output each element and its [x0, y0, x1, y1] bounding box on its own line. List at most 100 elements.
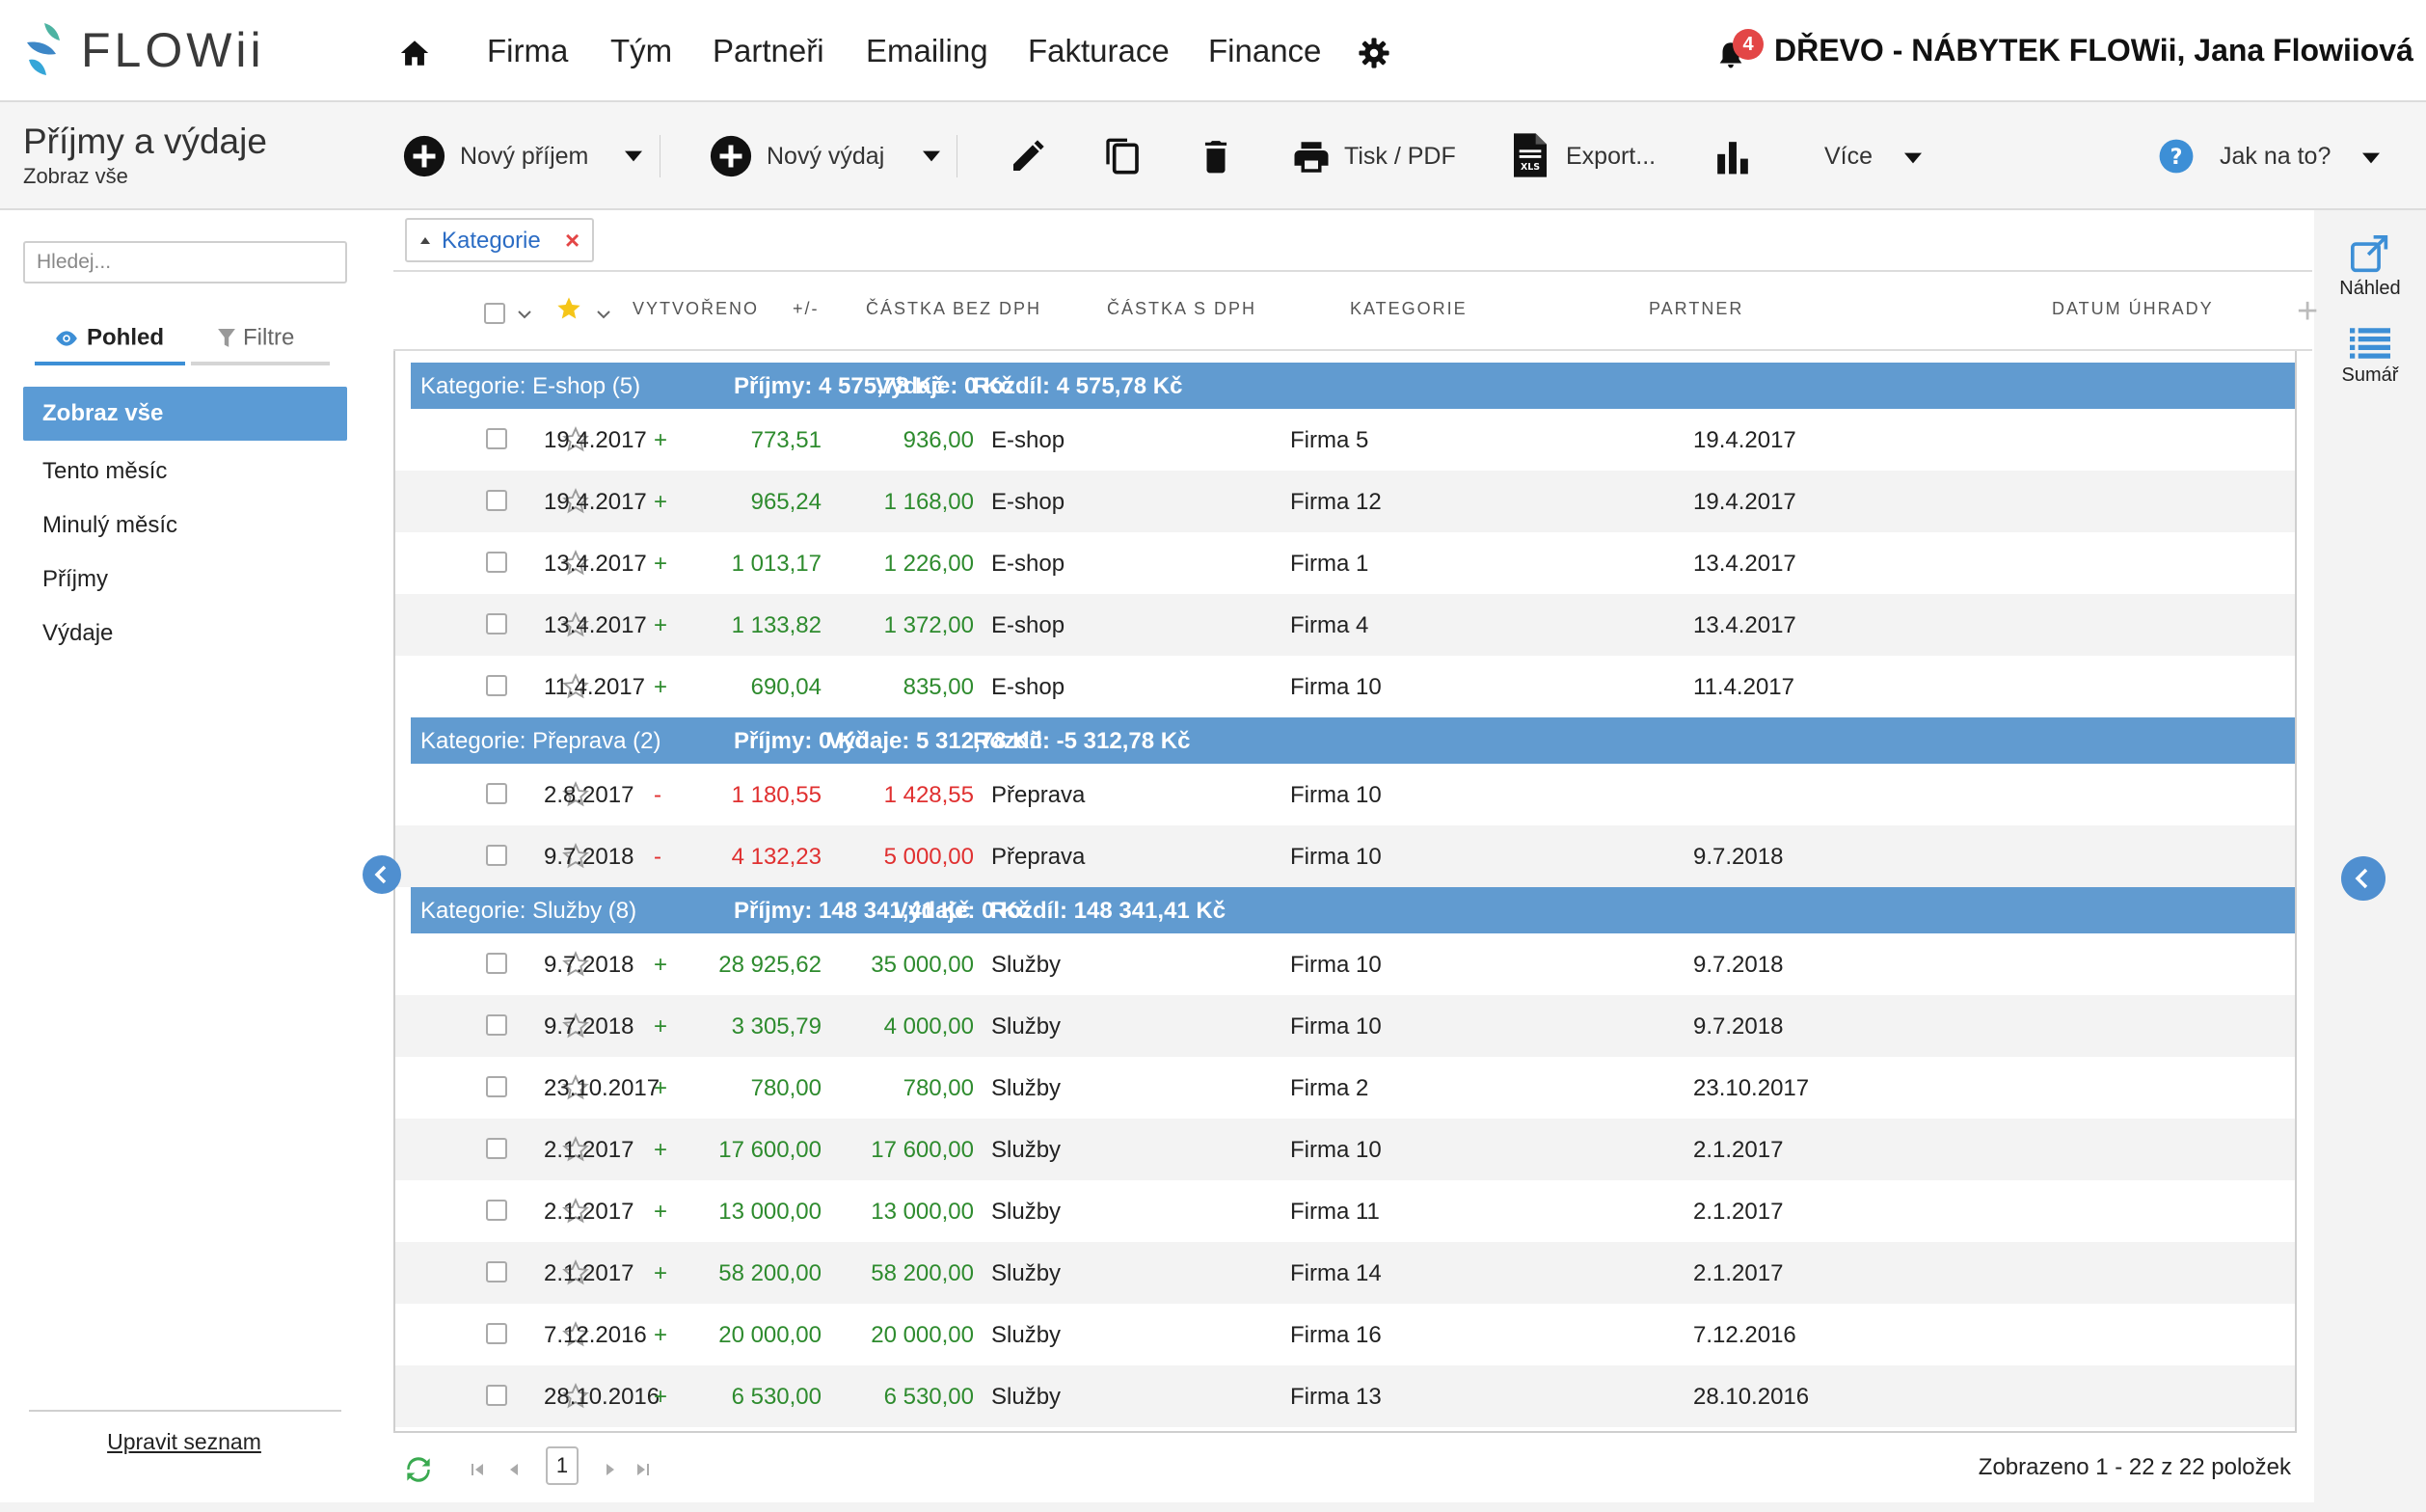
column-net-amount[interactable]: ČÁSTKA BEZ DPH	[866, 299, 1042, 318]
trash-icon[interactable]	[1198, 135, 1234, 177]
printer-icon[interactable]	[1290, 137, 1333, 177]
row-checkbox[interactable]	[486, 613, 507, 634]
nav-partneri[interactable]: Partneři	[713, 33, 824, 68]
summary-button[interactable]: Sumář	[2314, 326, 2426, 387]
row-checkbox[interactable]	[486, 783, 507, 804]
help-button[interactable]: Jak na to?	[2220, 143, 2332, 170]
table-row[interactable]: 11.4.2017 +690,04 835,00 E-shop Firma 10 11.4…	[395, 656, 2295, 717]
row-checkbox[interactable]	[486, 490, 507, 511]
column-sign[interactable]: +/-	[793, 299, 820, 318]
chevron-down-icon[interactable]	[517, 310, 532, 319]
sidebar-item-vydaje[interactable]: Výdaje	[42, 620, 114, 646]
table-row[interactable]: 13.4.2017 +1 013,17 1 226,00 E-shop Firma 1 1…	[395, 532, 2295, 594]
column-category[interactable]: KATEGORIE	[1350, 299, 1468, 318]
tab-view[interactable]: Pohled	[54, 324, 164, 363]
star-icon[interactable]	[562, 611, 589, 638]
row-checkbox[interactable]	[486, 552, 507, 573]
logo[interactable]: FLOWii	[23, 15, 265, 85]
gear-icon[interactable]	[1358, 37, 1390, 69]
table-row[interactable]: 7.12.2016 +20 000,00 20 000,00 Služby Firma …	[395, 1304, 2295, 1365]
group-header[interactable]: Kategorie: Přeprava (2) Příjmy: 0 Kč Výdaj…	[411, 717, 2295, 764]
new-income-button[interactable]: Nový příjem	[460, 143, 589, 170]
star-icon[interactable]	[562, 673, 589, 700]
nav-finance[interactable]: Finance	[1208, 33, 1322, 68]
more-dropdown-icon[interactable]	[1904, 152, 1922, 164]
star-icon[interactable]	[562, 550, 589, 577]
copy-icon[interactable]	[1103, 135, 1142, 177]
bar-chart-icon[interactable]	[1714, 139, 1751, 176]
table-row[interactable]: 9.7.2018 +3 305,79 4 000,00 Služby Firma 10 9…	[395, 995, 2295, 1057]
star-icon[interactable]	[562, 1198, 589, 1225]
sidebar-item-minuly-mesic[interactable]: Minulý měsíc	[42, 512, 178, 538]
column-created[interactable]: VYTVOŘENO	[633, 299, 760, 318]
new-expense-dropdown-icon[interactable]	[923, 150, 940, 162]
row-checkbox[interactable]	[486, 845, 507, 866]
row-checkbox[interactable]	[486, 953, 507, 974]
row-checkbox[interactable]	[486, 1138, 507, 1159]
export-button[interactable]: Export...	[1566, 143, 1657, 170]
notification-badge[interactable]: 4	[1733, 29, 1764, 60]
table-row[interactable]: 23.10.2017 +780,00 780,00 Služby Firma 2 23.1…	[395, 1057, 2295, 1119]
table-row[interactable]: 19.4.2017 +965,24 1 168,00 E-shop Firma 12 19…	[395, 471, 2295, 532]
star-icon[interactable]	[562, 1259, 589, 1286]
row-checkbox[interactable]	[486, 1261, 507, 1282]
remove-grouping-icon[interactable]: ×	[565, 226, 580, 255]
table-row[interactable]: 2.1.2017 +17 600,00 17 600,00 Služby Firma 1…	[395, 1119, 2295, 1180]
nav-tym[interactable]: Tým	[610, 33, 673, 68]
sidebar-item-tento-mesic[interactable]: Tento měsíc	[42, 458, 168, 484]
star-icon[interactable]	[562, 951, 589, 978]
search-input[interactable]	[23, 241, 347, 284]
star-icon[interactable]	[562, 426, 589, 453]
next-page-icon[interactable]	[604, 1462, 617, 1477]
table-row[interactable]: 2.1.2017 +13 000,00 13 000,00 Služby Firma 1…	[395, 1180, 2295, 1242]
table-row[interactable]: 9.7.2018 +28 925,62 35 000,00 Služby Firma 1…	[395, 933, 2295, 995]
pencil-icon[interactable]	[1009, 137, 1047, 176]
star-icon[interactable]	[562, 1074, 589, 1101]
edit-list-link[interactable]: Upravit seznam	[107, 1429, 261, 1454]
home-icon[interactable]	[398, 37, 431, 69]
new-income-dropdown-icon[interactable]	[625, 150, 642, 162]
column-payment-date[interactable]: DATUM ÚHRADY	[2052, 299, 2214, 318]
table-row[interactable]: 13.4.2017 +1 133,82 1 372,00 E-shop Firma 4 1…	[395, 594, 2295, 656]
column-partner[interactable]: PARTNER	[1649, 299, 1744, 318]
more-button[interactable]: Více	[1824, 143, 1873, 170]
star-icon[interactable]	[562, 1012, 589, 1040]
current-page[interactable]: 1	[546, 1446, 579, 1485]
user-company-label[interactable]: DŘEVO - NÁBYTEK FLOWii, Jana Flowiiová	[1774, 33, 2413, 68]
nav-fakturace[interactable]: Fakturace	[1028, 33, 1170, 68]
collapse-sidebar-button[interactable]	[363, 855, 401, 894]
row-checkbox[interactable]	[486, 428, 507, 449]
nav-emailing[interactable]: Emailing	[866, 33, 988, 68]
last-page-icon[interactable]	[634, 1462, 650, 1477]
row-checkbox[interactable]	[486, 675, 507, 696]
star-icon[interactable]	[562, 781, 589, 808]
column-gross-amount[interactable]: ČÁSTKA S DPH	[1107, 299, 1257, 318]
table-row[interactable]: 9.7.2018-4 132,23 5 000,00 Přeprava Firma 1…	[395, 825, 2295, 887]
star-filled-icon[interactable]	[555, 295, 582, 322]
add-column-icon[interactable]: +	[2297, 291, 2319, 332]
print-pdf-button[interactable]: Tisk / PDF	[1344, 143, 1456, 170]
row-checkbox[interactable]	[486, 1385, 507, 1406]
xls-file-icon[interactable]: XLS	[1514, 133, 1547, 177]
row-checkbox[interactable]	[486, 1323, 507, 1344]
help-dropdown-icon[interactable]	[2362, 152, 2380, 164]
first-page-icon[interactable]	[471, 1462, 486, 1477]
select-all-checkbox[interactable]	[484, 303, 505, 324]
group-header[interactable]: Kategorie: E-shop (5) Příjmy: 4 575,78 Kč…	[411, 363, 2295, 409]
new-expense-button[interactable]: Nový výdaj	[767, 143, 885, 170]
star-icon[interactable]	[562, 1383, 589, 1410]
expand-panel-button[interactable]	[2341, 856, 2386, 901]
previous-page-icon[interactable]	[507, 1462, 521, 1477]
plus-circle-icon[interactable]	[709, 134, 753, 178]
row-checkbox[interactable]	[486, 1200, 507, 1221]
row-checkbox[interactable]	[486, 1076, 507, 1097]
star-icon[interactable]	[562, 843, 589, 870]
group-by-chip[interactable]: Kategorie ×	[405, 218, 594, 262]
preview-button[interactable]: Náhled	[2314, 235, 2426, 300]
chevron-down-icon[interactable]	[596, 310, 611, 319]
plus-circle-icon[interactable]	[402, 134, 446, 178]
tab-filters[interactable]: Filtre	[218, 324, 294, 363]
table-row[interactable]: 28.10.2016 +6 530,00 6 530,00 Služby Firma 1…	[395, 1365, 2295, 1427]
refresh-icon[interactable]	[403, 1456, 434, 1483]
sidebar-item-prijmy[interactable]: Příjmy	[42, 566, 108, 592]
